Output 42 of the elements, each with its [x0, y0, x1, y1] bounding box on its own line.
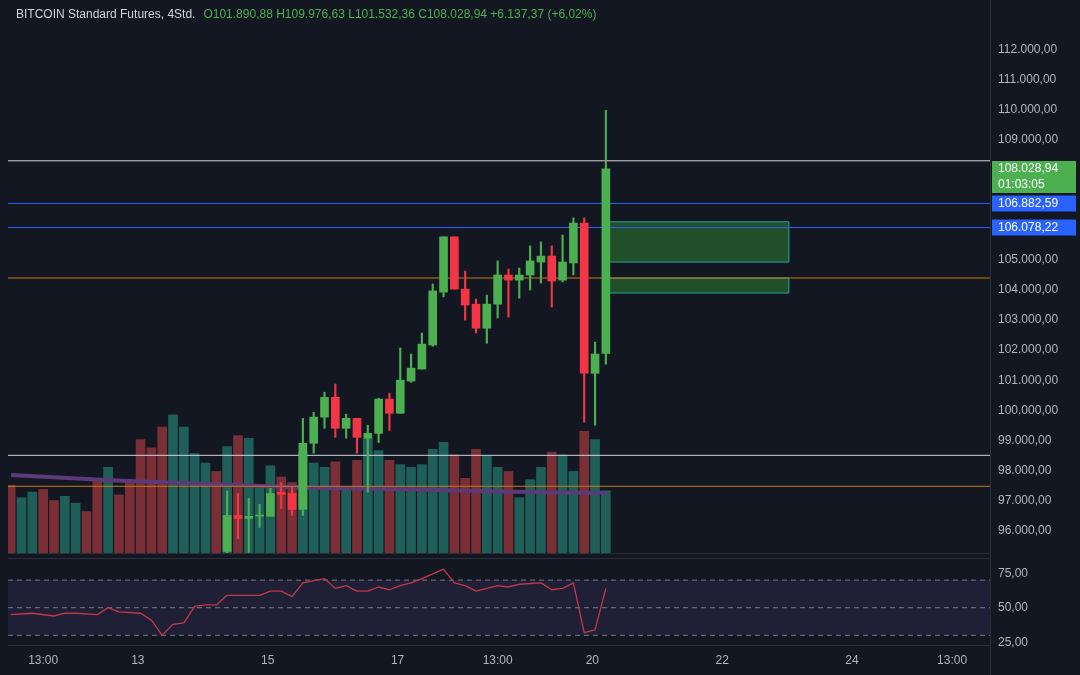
- y-tick-label: 98.000,00: [998, 462, 1052, 477]
- y-tick-label: 111.000,00: [998, 71, 1057, 86]
- y-tick-label: 112.000,00: [998, 41, 1058, 56]
- bar: [352, 460, 362, 553]
- bar: [211, 471, 222, 553]
- text: 108.028,94: [998, 161, 1059, 176]
- bar: [233, 435, 243, 553]
- bar: [546, 451, 557, 553]
- x-tick-label: 17: [390, 652, 405, 667]
- y-tick-label: 109.000,00: [998, 132, 1059, 147]
- y-tick-label: 110.000,00: [998, 102, 1058, 117]
- x-tick-label: 13: [131, 652, 145, 667]
- bar: [16, 497, 27, 553]
- y-tick-label: 50,00: [998, 600, 1029, 615]
- text: O101.890,88 H109.976,63 L101.532,36 C108.028,94 +6.137,37 (+6,02%): [203, 7, 597, 21]
- candlestick: [504, 268, 513, 318]
- y-tick-label: 25,00: [998, 634, 1029, 649]
- text: 01:03:05: [998, 177, 1046, 192]
- y-tick-label: 99.000,00: [998, 432, 1052, 447]
- text: BITCOIN Standard Futures, 4Std.: [16, 7, 196, 21]
- x-tick-label: 15: [261, 652, 275, 667]
- y-tick-label: 103.000,00: [998, 312, 1059, 327]
- y-tick-label: 102.000,00: [998, 342, 1059, 357]
- bar: [579, 431, 590, 553]
- ref-line-label: 106.078,22: [998, 219, 1059, 234]
- x-tick-label: 20: [585, 652, 600, 667]
- y-tick-label: 75,00: [998, 565, 1029, 580]
- x-tick-label: 24: [845, 652, 860, 667]
- y-tick-label: 96.000,00: [998, 522, 1052, 537]
- x-tick-label: 22: [715, 652, 730, 667]
- y-tick-label: 97.000,00: [998, 492, 1052, 507]
- x-tick-label: 13:00: [482, 652, 513, 667]
- y-tick-label: 105.000,00: [998, 252, 1059, 267]
- x-tick-label: 13:00: [28, 652, 59, 667]
- bar: [27, 491, 38, 553]
- bar: [341, 487, 351, 553]
- ref-line-label: 106.882,59: [998, 195, 1059, 210]
- y-tick-label: 100.000,00: [998, 402, 1059, 417]
- y-tick-label: 104.000,00: [998, 282, 1059, 297]
- y-tick-label: 101.000,00: [998, 372, 1059, 387]
- bar: [103, 466, 113, 553]
- x-tick-label: 13:00: [937, 652, 968, 667]
